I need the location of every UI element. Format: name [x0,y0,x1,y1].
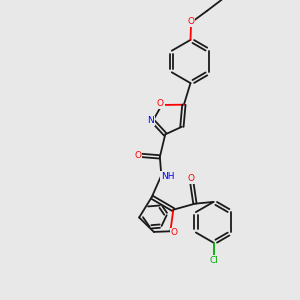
Text: O: O [157,99,164,108]
Text: N: N [147,116,154,125]
Text: Cl: Cl [209,256,218,265]
Text: O: O [170,228,177,237]
Text: O: O [134,151,141,160]
Text: NH: NH [161,172,175,181]
Text: O: O [188,17,195,26]
Text: O: O [188,174,195,183]
